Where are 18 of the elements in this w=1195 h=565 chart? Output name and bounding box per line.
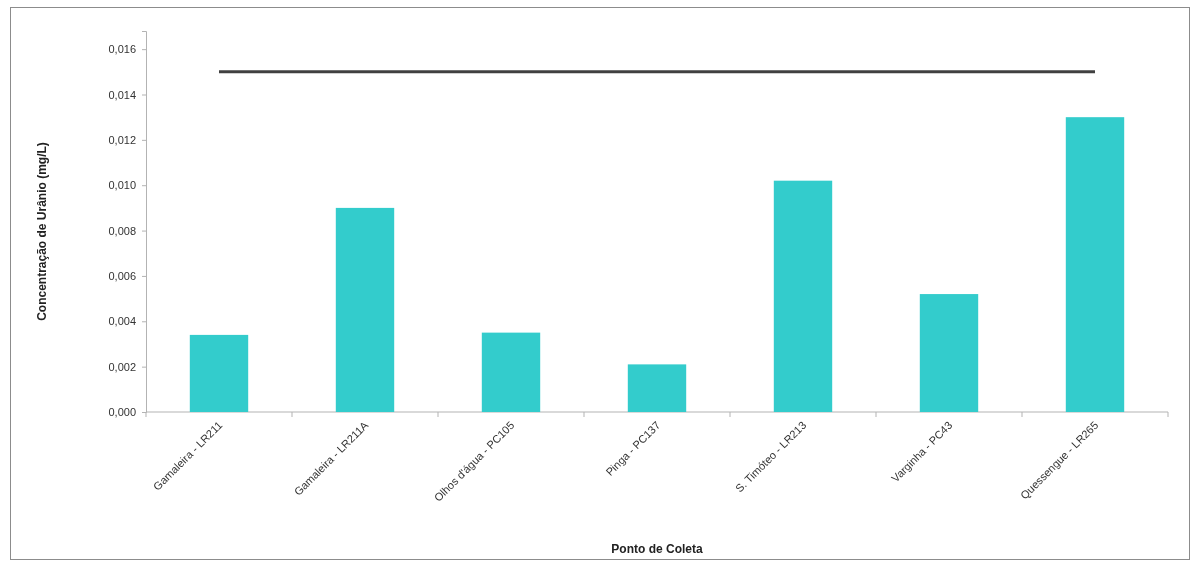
y-tick-label: 0,002 [108, 360, 136, 373]
y-tick-label: 0,014 [108, 88, 136, 101]
bar [919, 294, 979, 412]
y-tick-label: 0,016 [108, 43, 136, 56]
x-axis-title: Ponto de Coleta [611, 542, 703, 556]
bar [1065, 117, 1125, 412]
y-tick-label: 0,010 [108, 179, 136, 192]
y-tick-label: 0,012 [108, 133, 136, 146]
bar [773, 180, 833, 412]
y-tick-label: 0,008 [108, 224, 136, 237]
bar [335, 207, 395, 412]
y-tick-label: 0,000 [108, 406, 136, 419]
y-tick-label: 0,004 [108, 315, 136, 328]
y-axis-title: Concentração de Urânio (mg/L) [35, 142, 49, 321]
bar [627, 364, 687, 412]
bar [189, 334, 249, 412]
y-tick-label: 0,006 [108, 269, 136, 282]
bar [481, 332, 541, 412]
